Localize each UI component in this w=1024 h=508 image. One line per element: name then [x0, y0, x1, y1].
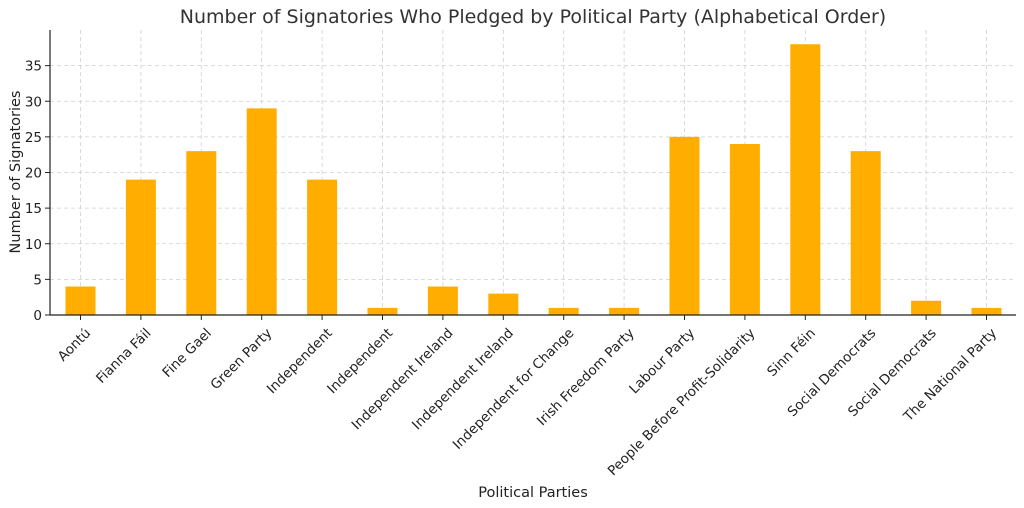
- chart-title: Number of Signatories Who Pledged by Pol…: [180, 6, 886, 28]
- y-tick-label: 20: [25, 166, 42, 182]
- x-tick-label: Sinn Féin: [764, 325, 819, 380]
- bar: [669, 136, 700, 315]
- bar: [65, 286, 96, 315]
- axes: [45, 30, 1016, 320]
- y-tick-label: 30: [25, 94, 42, 110]
- bar: [246, 108, 277, 315]
- bar: [850, 151, 881, 315]
- y-tick-label: 10: [25, 237, 42, 253]
- bar: [307, 179, 338, 315]
- x-axis-label: Political Parties: [478, 485, 588, 501]
- y-tick-label: 15: [25, 201, 42, 217]
- bar: [367, 307, 398, 315]
- bar: [186, 151, 217, 315]
- x-tick-label: Fianna Fáil: [93, 325, 154, 386]
- x-tick-label: Green Party: [208, 325, 276, 393]
- x-tick-label: Fine Gael: [159, 325, 214, 380]
- y-tick-labels: 0 5 10 15 20 25 30 35: [25, 59, 42, 324]
- bar: [125, 179, 156, 315]
- bar: [729, 144, 760, 315]
- bar: [911, 300, 942, 315]
- y-tick-label: 0: [33, 308, 42, 324]
- bar: [609, 307, 640, 315]
- x-tick-label: Aontú: [55, 325, 94, 364]
- y-tick-label: 5: [33, 272, 42, 288]
- bar: [790, 44, 821, 315]
- bar: [548, 307, 579, 315]
- x-tick-label: Independent for Change: [450, 325, 578, 453]
- x-tick-label: Independent Ireland: [409, 325, 517, 433]
- y-axis-label: Number of Signatories: [8, 91, 24, 254]
- y-tick-label: 35: [25, 59, 42, 75]
- bar: [427, 286, 458, 315]
- bar: [488, 293, 519, 315]
- bars: [65, 44, 1002, 315]
- y-tick-label: 25: [25, 130, 42, 146]
- x-tick-label: Independent Ireland: [349, 325, 457, 433]
- bar: [971, 307, 1002, 315]
